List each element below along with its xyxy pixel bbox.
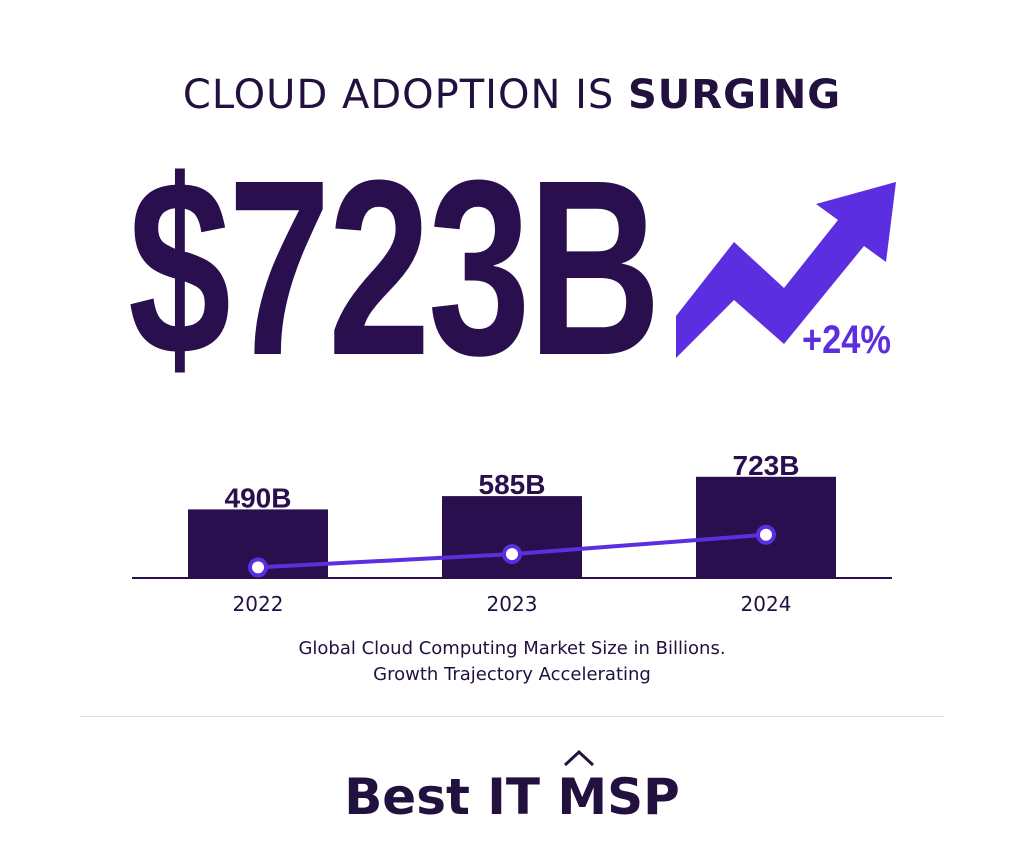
headline-bold: SURGING <box>627 72 842 118</box>
data-label-2024: 723B <box>733 450 800 481</box>
data-point-2023 <box>502 544 522 565</box>
tick-label-2023: 2023 <box>487 592 538 616</box>
caret-up-icon <box>563 749 595 767</box>
brand-name: Best IT MSP <box>344 768 680 826</box>
growth-percentage: +24% <box>802 318 891 362</box>
headline: CLOUD ADOPTION IS SURGING <box>0 72 1024 118</box>
data-point-2022 <box>248 557 268 578</box>
tick-label-2022: 2022 <box>233 592 284 616</box>
trend-up-arrow-icon <box>676 182 896 358</box>
tick-label-2024: 2024 <box>741 592 792 616</box>
hero-value: $723B <box>128 128 661 407</box>
caption-line-2: Growth Trajectory Accelerating <box>373 664 651 685</box>
caption-line-1: Global Cloud Computing Market Size in Bi… <box>298 638 726 659</box>
divider <box>80 716 944 717</box>
chart-caption: Global Cloud Computing Market Size in Bi… <box>0 636 1024 688</box>
data-label-2023: 585B <box>479 469 546 500</box>
bar-chart: 490B 2022 585B 2023 723B 2024 <box>132 450 892 616</box>
data-point-2024 <box>756 524 776 545</box>
headline-light: CLOUD ADOPTION IS <box>182 72 628 118</box>
data-label-2022: 490B <box>225 482 292 513</box>
